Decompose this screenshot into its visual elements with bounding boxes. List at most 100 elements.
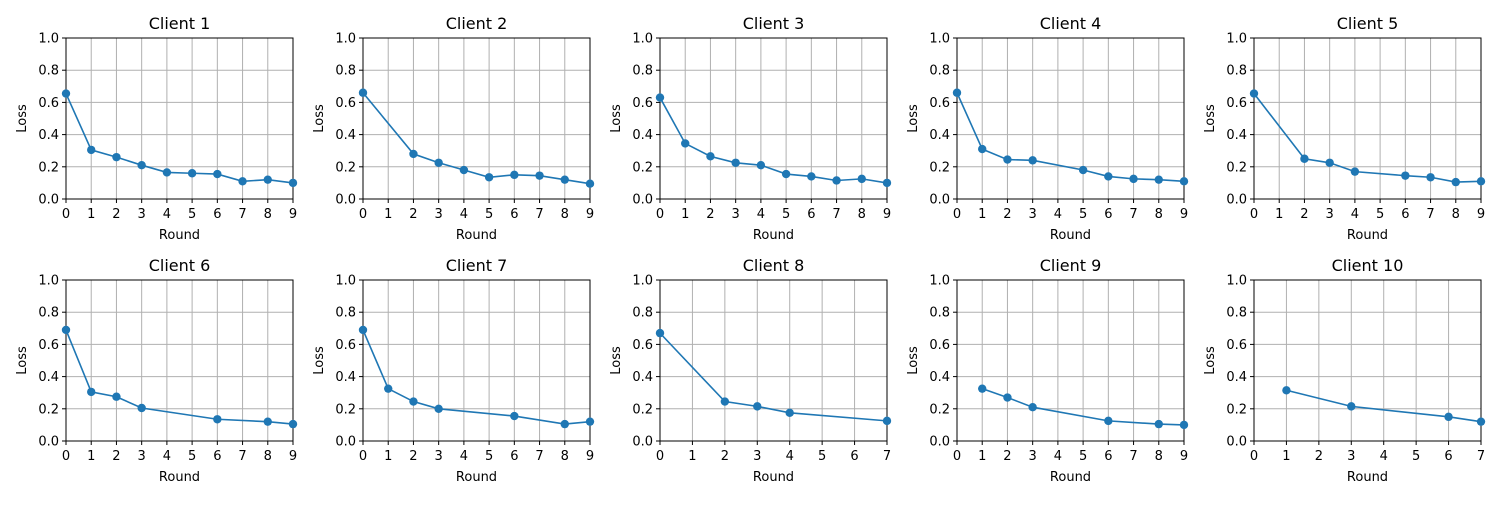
x-tick-label: 7 xyxy=(1129,449,1137,464)
y-tick-label: 0.2 xyxy=(335,402,356,417)
data-point xyxy=(681,139,690,148)
y-tick-label: 0.2 xyxy=(929,160,950,175)
y-tick-label: 1.0 xyxy=(335,32,356,47)
y-tick-label: 0.0 xyxy=(632,435,653,450)
x-tick-label: 3 xyxy=(435,207,443,222)
y-tick-label: 0.6 xyxy=(1226,96,1247,111)
subplot-2: 0 1 2 3 4 5 6 7 8 9 0.0 0.2 0.4 0.6 0.8 1.0 Client 2 Roun… xyxy=(312,14,595,243)
y-tick-label: 0.6 xyxy=(335,338,356,353)
x-tick-label: 5 xyxy=(188,207,196,222)
x-tick-label: 5 xyxy=(1079,207,1087,222)
x-axis-label: Round xyxy=(753,228,794,243)
x-tick-label: 7 xyxy=(832,207,840,222)
y-axis-label: Loss xyxy=(312,104,327,133)
x-tick-label: 0 xyxy=(1250,449,1258,464)
axes-frame xyxy=(65,279,294,442)
x-axis-label: Round xyxy=(1050,470,1091,485)
data-point xyxy=(112,152,121,162)
data-point xyxy=(1003,155,1012,164)
data-point xyxy=(484,173,494,182)
subplot-title: Client 9 xyxy=(1040,256,1102,275)
axes-frame xyxy=(362,279,591,442)
x-tick-label: 8 xyxy=(264,449,272,464)
x-tick-label: 2 xyxy=(1315,449,1323,464)
x-tick-label: 2 xyxy=(706,207,714,222)
x-tick-label: 0 xyxy=(656,207,664,222)
subplot-6: 0 1 2 3 4 5 6 7 8 9 0.0 0.2 0.4 0.6 0.8 1.0 Client 6 Roun… xyxy=(15,256,298,485)
y-tick-label: 0.8 xyxy=(929,306,950,321)
data-point xyxy=(1476,177,1486,186)
x-tick-label: 5 xyxy=(782,207,790,222)
data-point xyxy=(1249,89,1259,98)
data-point xyxy=(61,325,71,335)
x-axis-label: Round xyxy=(159,470,200,485)
data-point xyxy=(1426,173,1435,182)
data-point xyxy=(434,404,443,413)
x-tick-label: 5 xyxy=(1376,207,1384,222)
y-tick-label: 0.8 xyxy=(632,306,653,321)
x-tick-label: 2 xyxy=(721,449,729,464)
y-tick-label: 0.8 xyxy=(632,64,653,79)
y-tick-label: 0.4 xyxy=(1226,370,1247,385)
subplot-8: 0 1 2 3 4 5 6 7 0.0 0.2 0.4 0.6 0.8 1.0 Client 8 Round L… xyxy=(609,256,892,485)
x-tick-label: 9 xyxy=(289,449,297,464)
data-point xyxy=(655,93,665,102)
subplot-9: 0 1 2 3 4 5 6 7 8 9 0.0 0.2 0.4 0.6 0.8 1.0 Client 9 Roun… xyxy=(906,256,1189,485)
x-tick-label: 9 xyxy=(586,207,594,222)
x-tick-label: 1 xyxy=(978,449,986,464)
data-point xyxy=(288,178,298,188)
data-point xyxy=(952,88,962,97)
subplot-4: 0 1 2 3 4 5 6 7 8 9 0.0 0.2 0.4 0.6 0.8 1.0 Client 4 Roun… xyxy=(906,14,1189,243)
data-point xyxy=(1078,165,1088,175)
x-tick-label: 6 xyxy=(807,207,815,222)
y-tick-label: 0.6 xyxy=(335,96,356,111)
data-point xyxy=(434,158,443,167)
subplot-title: Client 1 xyxy=(149,14,211,33)
data-point xyxy=(1028,402,1037,412)
x-tick-label: 0 xyxy=(1250,207,1258,222)
x-tick-label: 3 xyxy=(753,449,761,464)
data-point xyxy=(585,179,595,188)
y-tick-label: 0.8 xyxy=(1226,306,1247,321)
data-point xyxy=(137,403,146,413)
series-line xyxy=(65,93,294,184)
y-axis-label: Loss xyxy=(15,346,30,375)
x-tick-label: 3 xyxy=(1029,207,1037,222)
x-tick-label: 6 xyxy=(1104,207,1112,222)
x-tick-label: 2 xyxy=(1003,207,1011,222)
x-axis-label: Round xyxy=(753,470,794,485)
series-line xyxy=(362,92,591,185)
axes-frame xyxy=(1253,37,1482,200)
x-tick-label: 1 xyxy=(1282,449,1290,464)
x-tick-label: 6 xyxy=(213,449,221,464)
subplot-title: Client 5 xyxy=(1337,14,1399,33)
y-axis-label: Loss xyxy=(15,104,30,133)
x-tick-label: 3 xyxy=(435,449,443,464)
data-point xyxy=(857,174,866,184)
y-tick-label: 0.2 xyxy=(1226,160,1247,175)
data-point xyxy=(238,177,247,186)
y-tick-label: 0.4 xyxy=(38,370,59,385)
data-point xyxy=(1350,167,1360,176)
x-tick-label: 3 xyxy=(1029,449,1037,464)
data-point xyxy=(288,419,298,429)
y-tick-label: 0.8 xyxy=(335,306,356,321)
x-tick-label: 0 xyxy=(359,449,367,464)
x-tick-label: 7 xyxy=(238,207,246,222)
x-tick-label: 5 xyxy=(485,449,493,464)
y-tick-label: 0.0 xyxy=(38,193,59,208)
x-tick-label: 4 xyxy=(163,449,171,464)
x-tick-label: 3 xyxy=(1326,207,1334,222)
y-tick-label: 1.0 xyxy=(632,32,653,47)
data-point xyxy=(1476,417,1486,426)
data-point xyxy=(1028,156,1037,165)
x-axis-label: Round xyxy=(456,470,497,485)
x-tick-label: 3 xyxy=(138,207,146,222)
y-tick-label: 0.0 xyxy=(38,435,59,450)
axes-frame xyxy=(362,37,591,200)
data-point xyxy=(731,158,740,167)
y-tick-label: 0.0 xyxy=(929,435,950,450)
subplot-1: 0 1 2 3 4 5 6 7 8 9 0.0 0.2 0.4 0.6 0.8 1.0 Client 1 Roun… xyxy=(15,14,298,243)
x-tick-label: 1 xyxy=(688,449,696,464)
